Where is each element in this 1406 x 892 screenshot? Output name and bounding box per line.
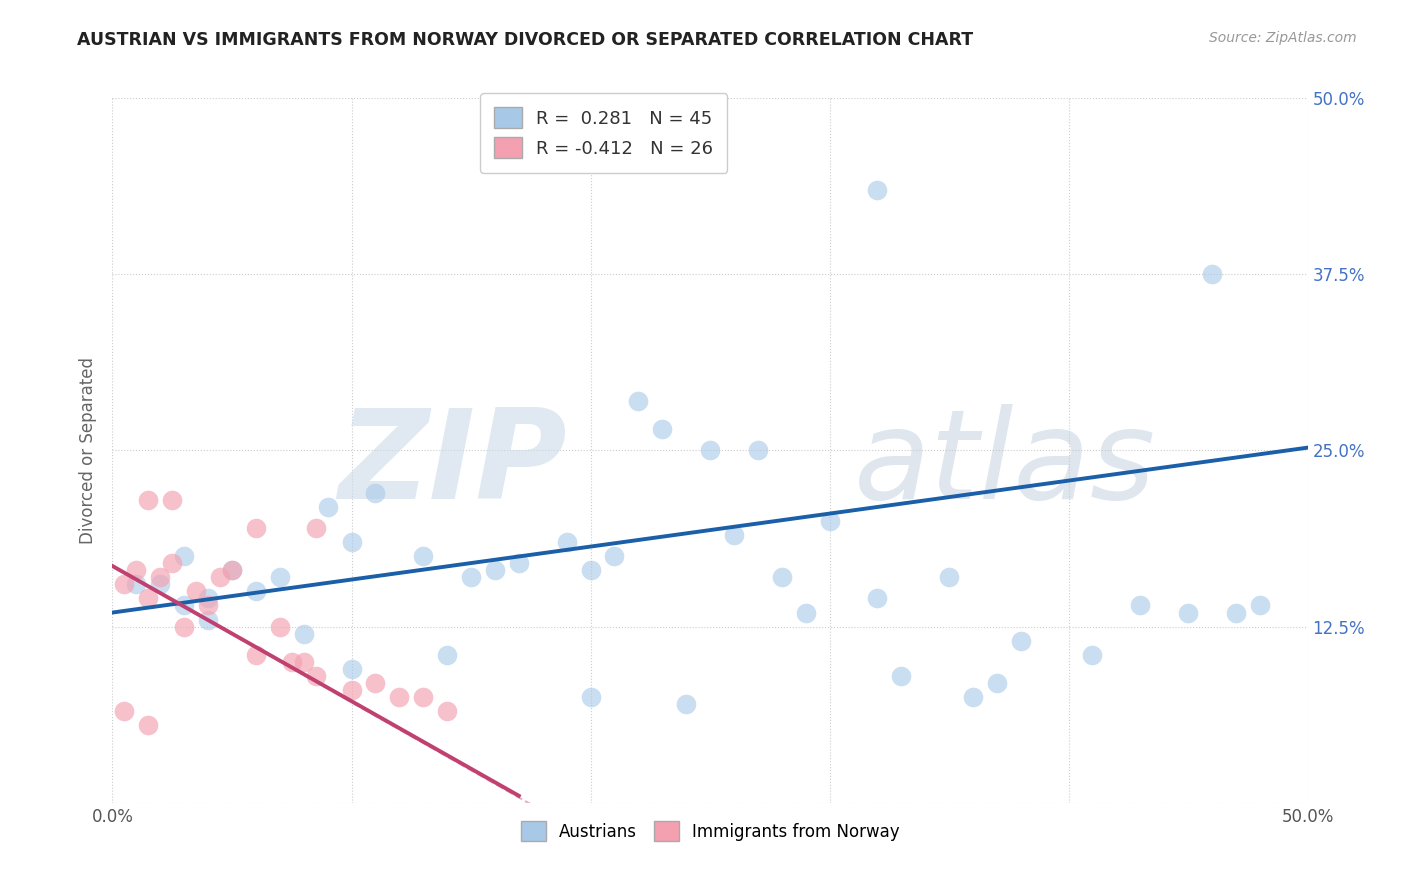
Point xyxy=(1010,633,1032,648)
Point xyxy=(245,521,267,535)
Point xyxy=(555,535,578,549)
Point xyxy=(149,577,172,591)
Text: AUSTRIAN VS IMMIGRANTS FROM NORWAY DIVORCED OR SEPARATED CORRELATION CHART: AUSTRIAN VS IMMIGRANTS FROM NORWAY DIVOR… xyxy=(77,31,973,49)
Point xyxy=(162,556,183,570)
Point xyxy=(1201,268,1223,282)
Point xyxy=(436,704,458,718)
Point xyxy=(364,485,387,500)
Point xyxy=(173,619,195,633)
Point xyxy=(866,591,889,606)
Point xyxy=(138,591,160,606)
Point xyxy=(149,570,172,584)
Point xyxy=(1177,606,1199,620)
Point xyxy=(412,690,434,705)
Point xyxy=(221,563,243,577)
Text: Source: ZipAtlas.com: Source: ZipAtlas.com xyxy=(1209,31,1357,45)
Point xyxy=(770,570,793,584)
Point xyxy=(125,563,148,577)
Text: atlas: atlas xyxy=(853,404,1156,525)
Point xyxy=(292,626,315,640)
Point xyxy=(114,577,135,591)
Point xyxy=(138,718,160,732)
Point xyxy=(1081,648,1104,662)
Point xyxy=(938,570,960,584)
Point xyxy=(245,648,267,662)
Point xyxy=(866,183,889,197)
Point xyxy=(364,676,387,690)
Point xyxy=(579,690,602,705)
Point xyxy=(269,619,291,633)
Point xyxy=(1225,606,1247,620)
Point xyxy=(484,563,506,577)
Point xyxy=(340,535,363,549)
Point xyxy=(305,669,328,683)
Point xyxy=(197,613,219,627)
Point xyxy=(412,549,434,564)
Point xyxy=(436,648,458,662)
Point xyxy=(197,599,219,613)
Point xyxy=(197,591,219,606)
Point xyxy=(890,669,912,683)
Point xyxy=(173,549,195,564)
Point xyxy=(305,521,328,535)
Point xyxy=(316,500,339,514)
Point xyxy=(186,584,208,599)
Text: ZIP: ZIP xyxy=(337,404,567,525)
Point xyxy=(221,563,243,577)
Point xyxy=(460,570,482,584)
Point xyxy=(340,662,363,676)
Point xyxy=(340,683,363,698)
Legend: Austrians, Immigrants from Norway: Austrians, Immigrants from Norway xyxy=(513,814,907,847)
Point xyxy=(138,492,160,507)
Point xyxy=(245,584,267,599)
Point xyxy=(114,704,135,718)
Point xyxy=(818,514,841,528)
Y-axis label: Divorced or Separated: Divorced or Separated xyxy=(79,357,97,544)
Point xyxy=(388,690,411,705)
Point xyxy=(723,528,745,542)
Point xyxy=(162,492,183,507)
Point xyxy=(794,606,817,620)
Point xyxy=(125,577,148,591)
Point xyxy=(986,676,1008,690)
Point xyxy=(269,570,291,584)
Point xyxy=(651,422,673,436)
Point xyxy=(699,443,721,458)
Point xyxy=(603,549,626,564)
Point xyxy=(281,655,304,669)
Point xyxy=(675,697,697,711)
Point xyxy=(962,690,984,705)
Point xyxy=(1129,599,1152,613)
Point xyxy=(209,570,232,584)
Point xyxy=(747,443,769,458)
Point xyxy=(1249,599,1271,613)
Point xyxy=(173,599,195,613)
Point xyxy=(579,563,602,577)
Point xyxy=(508,556,530,570)
Point xyxy=(292,655,315,669)
Point xyxy=(627,394,650,409)
